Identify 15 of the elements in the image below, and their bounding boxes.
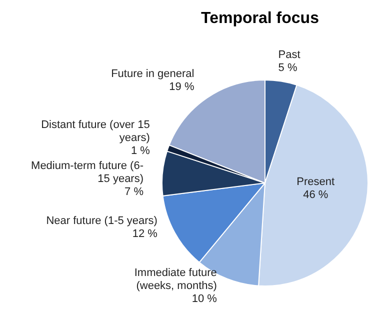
data-label: 5 % [278, 62, 298, 76]
slice-label: Near future (1-5 years) [45, 214, 158, 228]
slice-label: Present [296, 176, 336, 189]
slice-label: Past [278, 49, 302, 62]
data-label: 12 % [131, 228, 158, 241]
data-label: 10 % [190, 293, 217, 306]
slice-label: Future in general [110, 68, 194, 82]
data-label: 1 % [130, 144, 150, 158]
slice-label: Immediate future (weeks, months) [133, 267, 217, 294]
chart-title: Temporal focus [200, 10, 320, 28]
data-label: 19 % [168, 81, 194, 94]
slice-label: Medium-term future (6-15 years) [30, 160, 144, 186]
data-label: 46 % [302, 188, 330, 202]
data-label: 7 % [124, 186, 144, 199]
slice-label: Distant future (over 15 years) [40, 118, 150, 145]
